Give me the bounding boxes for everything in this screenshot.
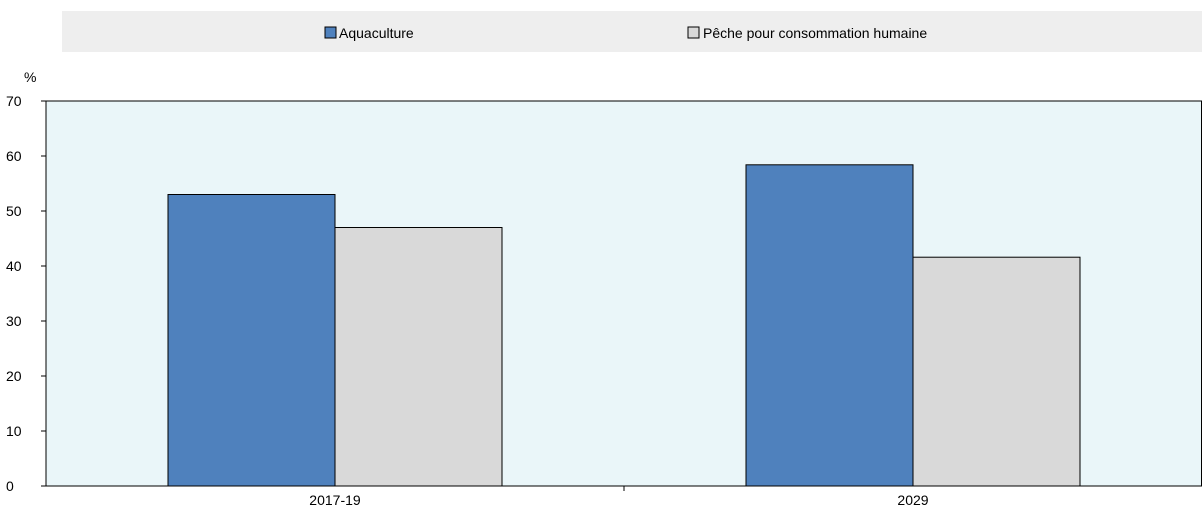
bar-aquaculture-2029 bbox=[745, 164, 914, 487]
y-tick-label: 30 bbox=[6, 313, 22, 329]
legend-swatch-aquaculture bbox=[324, 26, 337, 39]
x-axis: 2017-19 2029 bbox=[309, 486, 929, 508]
y-tick-label: 40 bbox=[6, 258, 22, 274]
bar-peche-2017-19 bbox=[334, 227, 503, 487]
y-tick-label: 60 bbox=[6, 148, 22, 164]
legend-item-aquaculture: Aquaculture bbox=[324, 25, 414, 41]
y-axis-unit-label: % bbox=[24, 69, 36, 85]
legend-label-peche: Pêche pour consommation humaine bbox=[703, 25, 927, 41]
y-tick-label: 0 bbox=[6, 478, 14, 494]
y-tick-label: 50 bbox=[6, 203, 22, 219]
legend: Aquaculture Pêche pour consommation huma… bbox=[62, 11, 1202, 52]
legend-item-peche: Pêche pour consommation humaine bbox=[687, 25, 927, 41]
x-tick-label: 2017-19 bbox=[309, 492, 361, 508]
y-axis-ticks: 0 10 20 30 40 50 60 70 bbox=[6, 93, 46, 494]
bar-peche-2029 bbox=[912, 256, 1081, 487]
y-tick-label: 70 bbox=[6, 93, 22, 109]
bar-aquaculture-2017-19 bbox=[167, 194, 336, 487]
bars bbox=[167, 164, 1081, 487]
legend-background bbox=[62, 11, 1202, 52]
y-tick-label: 10 bbox=[6, 423, 22, 439]
legend-label-aquaculture: Aquaculture bbox=[339, 25, 414, 41]
legend-swatch-peche bbox=[687, 26, 700, 39]
x-tick-label: 2029 bbox=[897, 492, 928, 508]
y-tick-label: 20 bbox=[6, 368, 22, 384]
